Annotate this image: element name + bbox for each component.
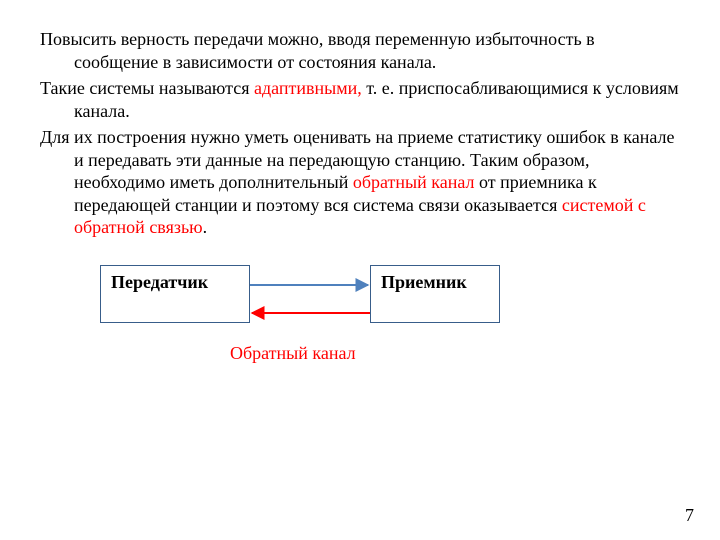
diagram-arrows [100,265,520,395]
p2-pre: Такие системы называются [40,78,254,98]
p2-highlight: адаптивными, [254,78,362,98]
p3-highlight-1: обратный канал [353,172,475,192]
paragraph-2: Такие системы называются адаптивными, т.… [40,77,680,122]
page-number: 7 [685,505,694,526]
p1-text: Повысить верность передачи можно, вводя … [40,29,595,72]
p3-e: . [203,217,208,237]
feedback-diagram: Передатчик Приемник Обратный канал [100,265,520,395]
paragraph-3: Для их построения нужно уметь оценивать … [40,126,680,239]
paragraph-1: Повысить верность передачи можно, вводя … [40,28,680,73]
slide: Повысить верность передачи можно, вводя … [0,0,720,540]
diagram-caption: Обратный канал [230,343,356,364]
